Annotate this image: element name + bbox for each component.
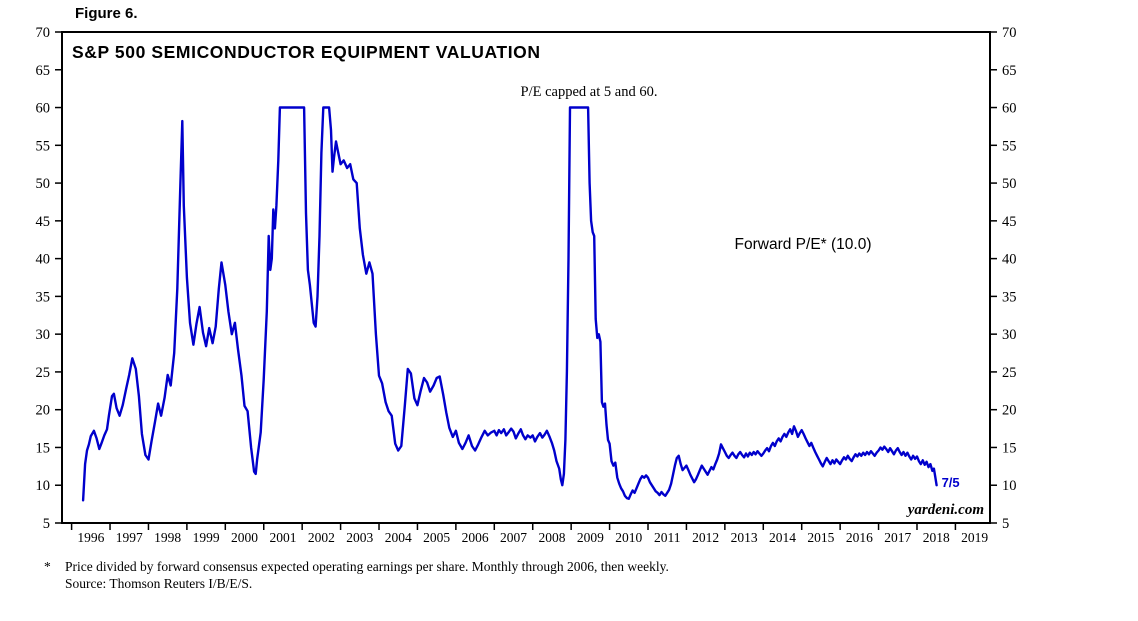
x-axis-label: 2001 <box>269 530 296 545</box>
x-axis-label: 2005 <box>423 530 450 545</box>
x-axis-label: 2000 <box>231 530 258 545</box>
x-axis-label: 2002 <box>308 530 335 545</box>
y-axis-label-left: 45 <box>36 214 51 230</box>
x-axis-label: 2011 <box>654 530 681 545</box>
y-axis-label-left: 10 <box>36 478 51 494</box>
x-axis-label: 1998 <box>154 530 181 545</box>
footnote-marker: * <box>44 559 51 574</box>
y-axis-label-left: 30 <box>36 327 51 343</box>
forward-pe-line <box>81 106 938 502</box>
y-axis-label-left: 40 <box>36 252 51 268</box>
y-axis-label-left: 5 <box>43 516 50 532</box>
footnote-text: Price divided by forward consensus expec… <box>65 559 669 574</box>
figure-label: Figure 6. <box>75 5 138 22</box>
y-axis-label-left: 25 <box>36 365 51 381</box>
y-axis-label-right: 10 <box>1002 478 1017 494</box>
cap-note: P/E capped at 5 and 60. <box>521 84 658 100</box>
series-label: Forward P/E* (10.0) <box>735 236 872 253</box>
y-axis-label-left: 15 <box>36 440 51 456</box>
y-axis-label-right: 15 <box>1002 440 1017 456</box>
y-axis-label-left: 35 <box>36 289 51 305</box>
x-axis-label: 2019 <box>961 530 988 545</box>
x-axis-label: 2010 <box>615 530 642 545</box>
x-axis-label: 2006 <box>462 530 489 545</box>
x-axis-label: 1997 <box>116 530 143 545</box>
y-axis-label-right: 70 <box>1002 25 1017 41</box>
y-axis-label-right: 30 <box>1002 327 1017 343</box>
x-axis-label: 2018 <box>923 530 950 545</box>
y-axis-label-left: 50 <box>36 176 51 192</box>
x-axis-label: 2017 <box>884 530 911 545</box>
y-axis-label-left: 20 <box>36 403 51 419</box>
y-axis-label-left: 55 <box>36 138 51 154</box>
x-axis-label: 2004 <box>385 530 412 545</box>
chart-title: S&P 500 SEMICONDUCTOR EQUIPMENT VALUATIO… <box>72 42 541 62</box>
x-axis-label: 2013 <box>731 530 758 545</box>
x-axis-label: 1999 <box>193 530 220 545</box>
plot-area <box>61 31 991 524</box>
x-axis-label: 2003 <box>346 530 373 545</box>
y-axis-label-left: 70 <box>36 25 51 41</box>
x-axis-label: 1996 <box>77 530 104 545</box>
y-axis-label-right: 50 <box>1002 176 1017 192</box>
y-axis-label-right: 60 <box>1002 101 1017 117</box>
footnote-source: Source: Thomson Reuters I/B/E/S. <box>65 576 253 592</box>
y-axis-label-right: 45 <box>1002 214 1017 230</box>
x-axis-label: 2007 <box>500 530 527 545</box>
y-axis-label-left: 65 <box>36 63 51 79</box>
last-point-label: 7/5 <box>942 475 960 490</box>
x-axis-label: 2016 <box>846 530 873 545</box>
y-axis-label-right: 35 <box>1002 289 1017 305</box>
y-axis-label-left: 60 <box>36 101 51 117</box>
y-axis-label-right: 5 <box>1002 516 1009 532</box>
y-axis-label-right: 40 <box>1002 252 1017 268</box>
x-axis-label: 2008 <box>538 530 565 545</box>
y-axis-label-right: 20 <box>1002 403 1017 419</box>
footnote: * Price divided by forward consensus exp… <box>44 558 669 593</box>
x-axis-label: 2009 <box>577 530 604 545</box>
y-axis-label-right: 65 <box>1002 63 1017 79</box>
y-axis-label-right: 25 <box>1002 365 1017 381</box>
x-axis-label: 2012 <box>692 530 719 545</box>
watermark-yardeni: yardeni.com <box>906 502 984 518</box>
y-axis-label-right: 55 <box>1002 138 1017 154</box>
x-axis-label: 2015 <box>807 530 834 545</box>
x-axis-label: 2014 <box>769 530 796 545</box>
